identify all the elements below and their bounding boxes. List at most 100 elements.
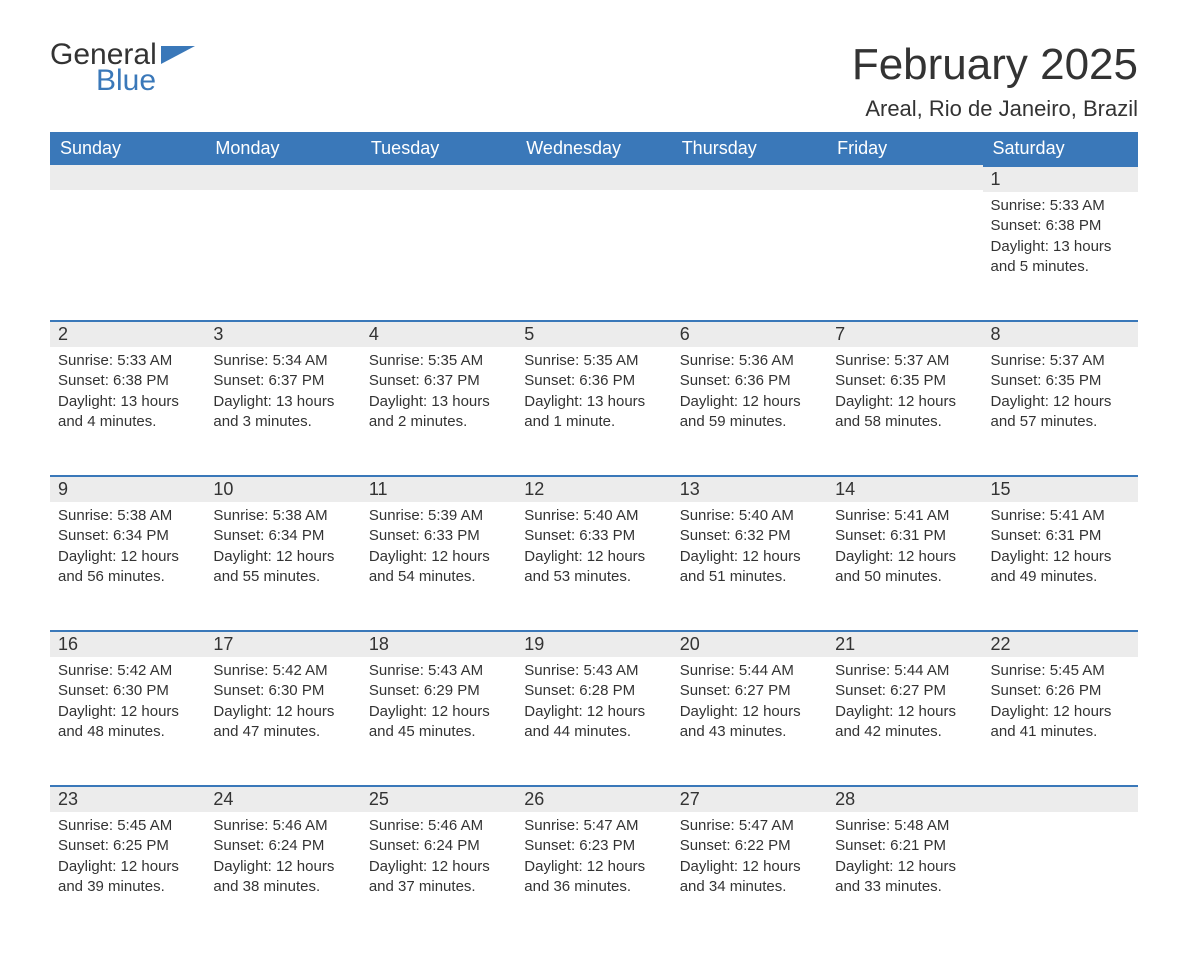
- sunset-text: Sunset: 6:33 PM: [369, 526, 508, 546]
- sunset-text: Sunset: 6:35 PM: [835, 371, 974, 391]
- day-number: 11: [361, 475, 516, 502]
- day-number: 23: [50, 785, 205, 812]
- day-number: 10: [205, 475, 360, 502]
- day-number: 15: [983, 475, 1138, 502]
- day-number: [205, 165, 360, 190]
- day-cell: Sunrise: 5:38 AMSunset: 6:34 PMDaylight:…: [205, 502, 360, 599]
- sunset-text: Sunset: 6:36 PM: [680, 371, 819, 391]
- daylight-text: Daylight: 12 hours and 58 minutes.: [835, 392, 974, 433]
- day-number: 14: [827, 475, 982, 502]
- sunrise-text: Sunrise: 5:41 AM: [991, 506, 1130, 526]
- sunrise-text: Sunrise: 5:47 AM: [524, 816, 663, 836]
- day-cell: Sunrise: 5:46 AMSunset: 6:24 PMDaylight:…: [205, 812, 360, 909]
- daylight-text: Daylight: 12 hours and 37 minutes.: [369, 857, 508, 898]
- day-number: [50, 165, 205, 190]
- day-cell: Sunrise: 5:37 AMSunset: 6:35 PMDaylight:…: [827, 347, 982, 444]
- daylight-text: Daylight: 12 hours and 54 minutes.: [369, 547, 508, 588]
- day-cell: Sunrise: 5:40 AMSunset: 6:32 PMDaylight:…: [672, 502, 827, 599]
- sunset-text: Sunset: 6:34 PM: [58, 526, 197, 546]
- daylight-text: Daylight: 13 hours and 1 minute.: [524, 392, 663, 433]
- day-cell: Sunrise: 5:42 AMSunset: 6:30 PMDaylight:…: [50, 657, 205, 754]
- day-number: 18: [361, 630, 516, 657]
- day-number: [361, 165, 516, 190]
- day-number: [516, 165, 671, 190]
- day-cell: Sunrise: 5:35 AMSunset: 6:36 PMDaylight:…: [516, 347, 671, 444]
- day-number: 5: [516, 320, 671, 347]
- sunrise-text: Sunrise: 5:37 AM: [991, 351, 1130, 371]
- day-cell: Sunrise: 5:45 AMSunset: 6:26 PMDaylight:…: [983, 657, 1138, 754]
- calendar-body: 1Sunrise: 5:33 AMSunset: 6:38 PMDaylight…: [50, 165, 1138, 940]
- sunset-text: Sunset: 6:27 PM: [835, 681, 974, 701]
- day-number: 25: [361, 785, 516, 812]
- month-title: February 2025: [852, 40, 1138, 90]
- sunset-text: Sunset: 6:36 PM: [524, 371, 663, 391]
- week-number-row: 2345678: [50, 320, 1138, 347]
- daylight-text: Daylight: 12 hours and 41 minutes.: [991, 702, 1130, 743]
- sunset-text: Sunset: 6:21 PM: [835, 836, 974, 856]
- day-number: 27: [672, 785, 827, 812]
- day-number: [827, 165, 982, 190]
- day-cell: Sunrise: 5:41 AMSunset: 6:31 PMDaylight:…: [983, 502, 1138, 599]
- day-cell: Sunrise: 5:33 AMSunset: 6:38 PMDaylight:…: [983, 192, 1138, 289]
- day-number: 13: [672, 475, 827, 502]
- sunset-text: Sunset: 6:22 PM: [680, 836, 819, 856]
- sunset-text: Sunset: 6:24 PM: [213, 836, 352, 856]
- day-number: 16: [50, 630, 205, 657]
- brand-logo: General Blue: [50, 40, 195, 96]
- title-block: February 2025 Areal, Rio de Janeiro, Bra…: [852, 40, 1138, 122]
- week-number-row: 9101112131415: [50, 475, 1138, 502]
- day-cell: Sunrise: 5:36 AMSunset: 6:36 PMDaylight:…: [672, 347, 827, 444]
- daylight-text: Daylight: 13 hours and 5 minutes.: [991, 237, 1130, 278]
- daylight-text: Daylight: 12 hours and 36 minutes.: [524, 857, 663, 898]
- daylight-text: Daylight: 12 hours and 44 minutes.: [524, 702, 663, 743]
- daylight-text: Daylight: 12 hours and 57 minutes.: [991, 392, 1130, 433]
- day-cell: Sunrise: 5:47 AMSunset: 6:23 PMDaylight:…: [516, 812, 671, 909]
- calendar-page: General Blue February 2025 Areal, Rio de…: [0, 0, 1188, 980]
- logo-triangle-icon: [161, 46, 195, 64]
- sunset-text: Sunset: 6:24 PM: [369, 836, 508, 856]
- sunset-text: Sunset: 6:29 PM: [369, 681, 508, 701]
- daylight-text: Daylight: 12 hours and 56 minutes.: [58, 547, 197, 588]
- day-number: 22: [983, 630, 1138, 657]
- daylight-text: Daylight: 12 hours and 59 minutes.: [680, 392, 819, 433]
- daylight-text: Daylight: 12 hours and 49 minutes.: [991, 547, 1130, 588]
- sunrise-text: Sunrise: 5:36 AM: [680, 351, 819, 371]
- day-number: 1: [983, 165, 1138, 192]
- sunrise-text: Sunrise: 5:38 AM: [58, 506, 197, 526]
- week-number-row: 1: [50, 165, 1138, 192]
- daylight-text: Daylight: 12 hours and 50 minutes.: [835, 547, 974, 588]
- day-number: [672, 165, 827, 190]
- day-cell: Sunrise: 5:42 AMSunset: 6:30 PMDaylight:…: [205, 657, 360, 754]
- sunset-text: Sunset: 6:26 PM: [991, 681, 1130, 701]
- sunrise-text: Sunrise: 5:39 AM: [369, 506, 508, 526]
- sunrise-text: Sunrise: 5:42 AM: [213, 661, 352, 681]
- sunrise-text: Sunrise: 5:35 AM: [524, 351, 663, 371]
- daylight-text: Daylight: 12 hours and 43 minutes.: [680, 702, 819, 743]
- calendar-table: Sunday Monday Tuesday Wednesday Thursday…: [50, 132, 1138, 940]
- sunset-text: Sunset: 6:30 PM: [58, 681, 197, 701]
- dayheader-sunday: Sunday: [50, 132, 205, 165]
- sunset-text: Sunset: 6:25 PM: [58, 836, 197, 856]
- day-cell: Sunrise: 5:35 AMSunset: 6:37 PMDaylight:…: [361, 347, 516, 444]
- calendar-header-row: Sunday Monday Tuesday Wednesday Thursday…: [50, 132, 1138, 165]
- sunset-text: Sunset: 6:33 PM: [524, 526, 663, 546]
- day-cell: Sunrise: 5:44 AMSunset: 6:27 PMDaylight:…: [672, 657, 827, 754]
- day-number: 26: [516, 785, 671, 812]
- dayheader-thursday: Thursday: [672, 132, 827, 165]
- daylight-text: Daylight: 13 hours and 2 minutes.: [369, 392, 508, 433]
- daylight-text: Daylight: 12 hours and 48 minutes.: [58, 702, 197, 743]
- day-number: 4: [361, 320, 516, 347]
- logo-word2: Blue: [96, 66, 195, 96]
- day-cell: Sunrise: 5:33 AMSunset: 6:38 PMDaylight:…: [50, 347, 205, 444]
- sunset-text: Sunset: 6:27 PM: [680, 681, 819, 701]
- day-cell: Sunrise: 5:46 AMSunset: 6:24 PMDaylight:…: [361, 812, 516, 909]
- dayheader-saturday: Saturday: [983, 132, 1138, 165]
- sunset-text: Sunset: 6:37 PM: [369, 371, 508, 391]
- day-cell: Sunrise: 5:40 AMSunset: 6:33 PMDaylight:…: [516, 502, 671, 599]
- week-data-row: Sunrise: 5:42 AMSunset: 6:30 PMDaylight:…: [50, 657, 1138, 785]
- dayheader-wednesday: Wednesday: [516, 132, 671, 165]
- day-number: 12: [516, 475, 671, 502]
- day-cell: Sunrise: 5:34 AMSunset: 6:37 PMDaylight:…: [205, 347, 360, 444]
- sunrise-text: Sunrise: 5:33 AM: [991, 196, 1130, 216]
- day-number: 21: [827, 630, 982, 657]
